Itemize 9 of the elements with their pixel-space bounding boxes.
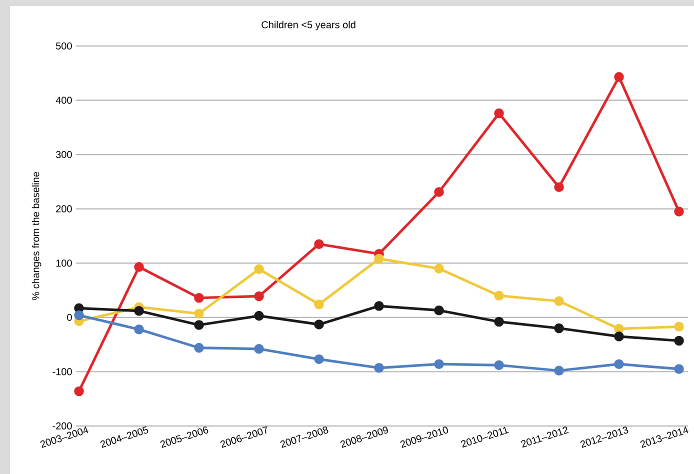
- chart-title: Children <5 years old: [262, 20, 356, 30]
- y-tick-label: 200: [56, 205, 72, 212]
- y-tick-label: 300: [56, 151, 72, 158]
- y-tick-label: -100: [52, 368, 72, 376]
- y-tick-label: 500: [56, 42, 72, 50]
- y-tick-label: 400: [56, 96, 72, 104]
- y-tick-label: 100: [56, 260, 72, 267]
- y-axis-title: % changes from the baseline: [32, 172, 42, 300]
- y-tick-label: 0: [67, 314, 72, 321]
